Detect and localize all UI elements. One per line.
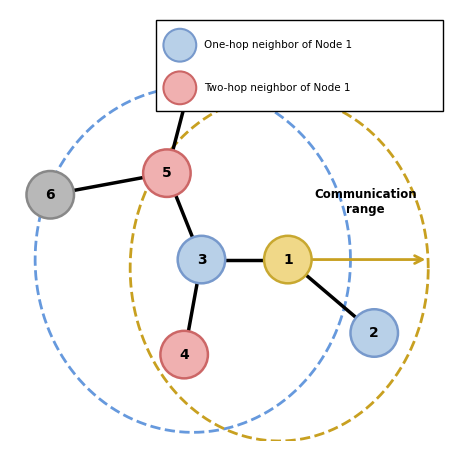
Circle shape [143, 149, 191, 197]
Circle shape [351, 309, 398, 357]
Text: 4: 4 [179, 347, 189, 362]
Text: Communication
range: Communication range [314, 189, 417, 216]
Text: 1: 1 [283, 252, 293, 266]
Text: Two-hop neighbor of Node 1: Two-hop neighbor of Node 1 [203, 83, 350, 93]
Circle shape [163, 72, 196, 104]
Circle shape [160, 331, 208, 378]
Circle shape [163, 29, 196, 62]
Text: One-hop neighbor of Node 1: One-hop neighbor of Node 1 [203, 40, 352, 50]
Circle shape [177, 236, 225, 284]
Circle shape [26, 171, 74, 219]
Text: 6: 6 [45, 188, 55, 202]
Text: 2: 2 [370, 326, 379, 340]
Text: 5: 5 [162, 166, 172, 180]
FancyBboxPatch shape [156, 20, 443, 111]
Text: 7: 7 [188, 67, 198, 81]
Circle shape [264, 236, 312, 284]
Circle shape [169, 50, 217, 98]
Text: 3: 3 [197, 252, 206, 266]
